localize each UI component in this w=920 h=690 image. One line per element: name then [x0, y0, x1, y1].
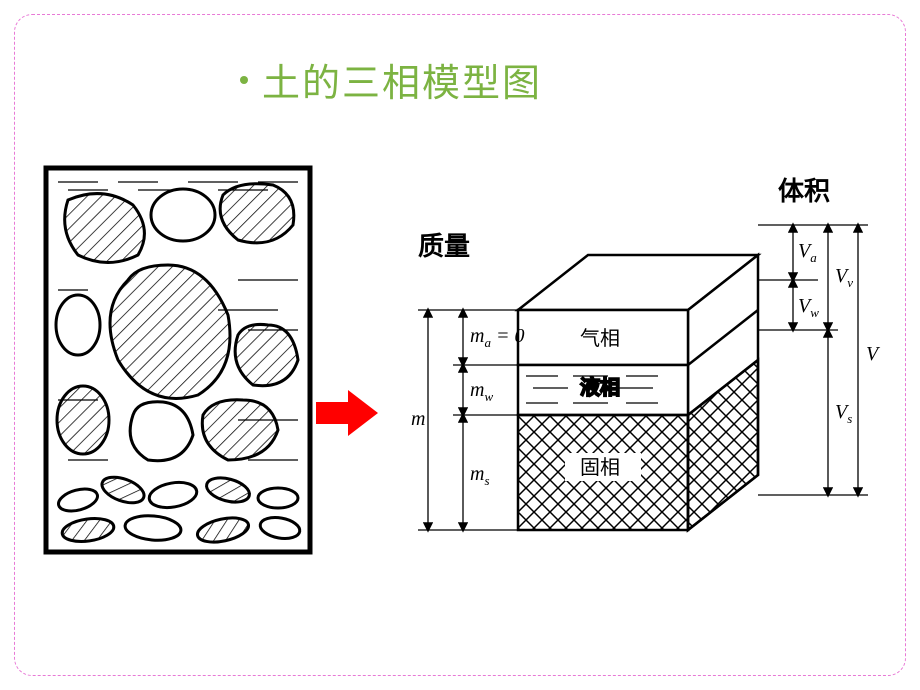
- title-row: 土的三相模型图: [240, 52, 542, 107]
- slide-title: 土的三相模型图: [262, 52, 542, 107]
- total-volume-symbol: V: [866, 343, 881, 365]
- diagram-area: 质量 体积 液相: [38, 160, 888, 590]
- mass-header: 质量: [418, 232, 470, 261]
- volume-header: 体积: [778, 177, 830, 206]
- mass-gas-symbol: ma = 0: [470, 325, 524, 350]
- liquid-label: 液相: [580, 376, 620, 399]
- gas-label: 气相: [580, 327, 620, 350]
- solid-label: 固相: [580, 456, 620, 479]
- phase-diagram: 质量 体积 液相: [358, 160, 888, 580]
- bullet-icon: [240, 76, 248, 84]
- total-mass-symbol: m: [411, 408, 425, 430]
- liquid-volume-symbol: Vw: [798, 295, 819, 320]
- mass-solid-symbol: ms: [470, 463, 490, 488]
- soil-sketch: [38, 160, 318, 560]
- void-volume-symbol: Vv: [835, 265, 853, 290]
- solid-volume-symbol: Vs: [835, 401, 852, 426]
- mass-liquid-symbol: mw: [470, 379, 493, 404]
- gas-volume-symbol: Va: [798, 240, 817, 265]
